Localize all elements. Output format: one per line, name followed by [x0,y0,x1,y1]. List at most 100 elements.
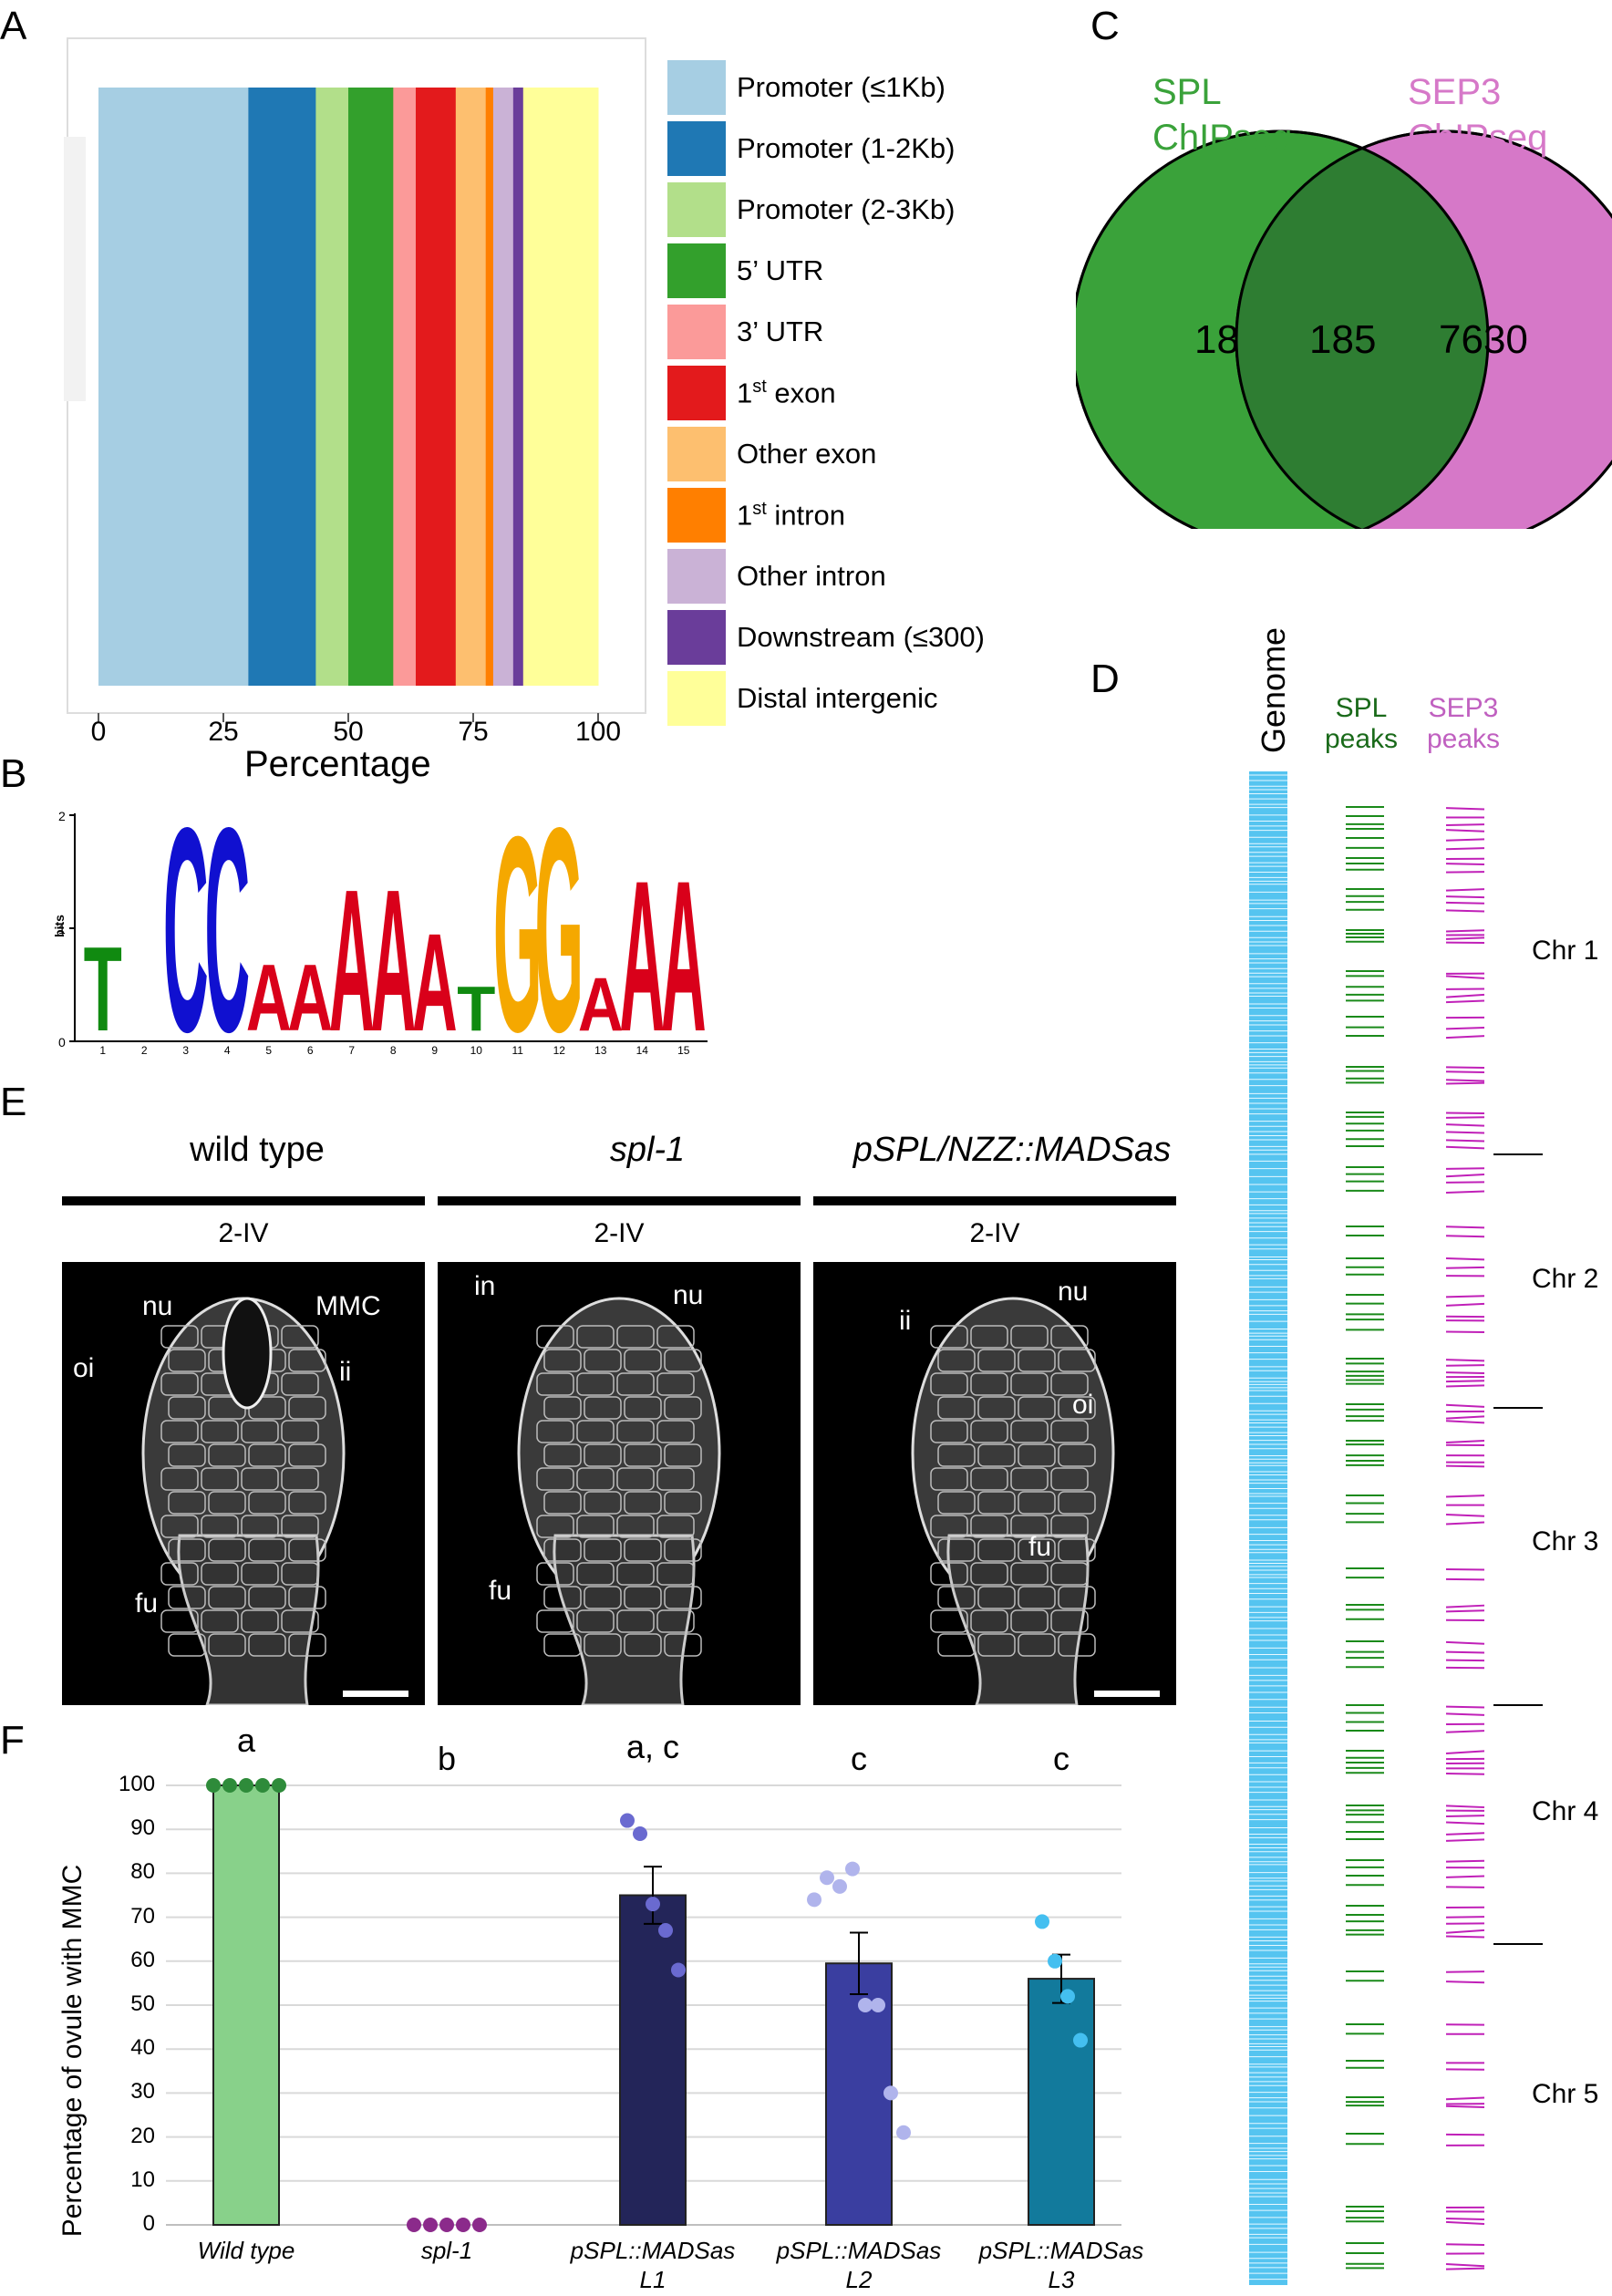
legend-swatch [667,671,726,726]
data-point [407,2218,421,2232]
sep3-peak [1445,1070,1485,1073]
sep3-peak [1445,1730,1485,1733]
data-point [884,2085,898,2101]
data-point [255,1778,270,1793]
column-divider-bar [62,1196,425,1205]
stage-label: 2-IV [594,1218,645,1248]
micrograph-annotation: fu [1028,1532,1052,1562]
venn-overlap [1236,131,1488,529]
x-tick-label: 100 [574,717,622,747]
sep3-peak [1445,1139,1485,1143]
stack-segment [522,88,599,686]
sep3-peak [1445,993,1485,998]
panel-label-f: F [0,1718,25,1763]
legend-swatch [667,305,726,359]
logo-glyph: G [534,802,584,1058]
data-point [633,1826,647,1842]
bar [212,1784,280,2226]
chromosome-label: Chr 5 [1532,2079,1599,2109]
stage-label: 2-IV [969,1218,1020,1248]
stage-label: 2-IV [218,1218,269,1248]
micrograph-annotation: nu [673,1280,704,1310]
sep3-peak [1445,1750,1485,1754]
sep3-peak [1445,1415,1485,1420]
legend-swatch [667,488,726,543]
micrograph-column-title: wild type [190,1131,325,1169]
logo-x-tick: 5 [265,1044,272,1057]
micrograph-annotation: ii [899,1306,912,1336]
sep3-peak [1445,975,1485,979]
logo-x-tick: 2 [141,1044,148,1057]
y-tick-label: 10 [130,2167,155,2192]
data-point [423,2218,438,2232]
logo-y-tick: 1 [58,922,66,936]
panel-label-b: B [0,751,27,796]
sep3-peak [1445,1145,1485,1150]
logo-glyph: A [412,905,458,1058]
sep3-peak [1445,1609,1485,1613]
ovule-cells [911,1297,1160,1705]
logo-glyph: A [619,836,665,1058]
legend-item: Distal intergenic [667,671,938,726]
logo-y-tick: 2 [58,809,66,823]
stack-segment [393,88,417,686]
confocal-micrograph [438,1262,801,1705]
logo-glyph: T [84,923,122,1057]
data-point [272,1778,286,1793]
sep3-peak [1445,1821,1485,1825]
legend-swatch [667,243,726,298]
legend-swatch [667,427,726,481]
sep3-peak [1445,1705,1485,1709]
data-point [620,1813,635,1828]
chromosome-label: Chr 2 [1532,1264,1599,1294]
legend-item: Promoter (2-3Kb) [667,182,955,237]
y-tick-label: 50 [130,1991,155,2016]
sep3-peak [1445,1257,1485,1261]
logo-x-tick: 10 [470,1044,483,1057]
legend-label: Promoter (≤1Kb) [737,71,946,103]
sep3-peak [1445,1815,1485,1817]
sep3-peak [1445,1916,1485,1919]
data-point [646,1897,660,1912]
chromosome-label: Chr 3 [1532,1526,1599,1557]
logo-glyph: A [370,847,416,1058]
sep3-peak [1445,929,1485,933]
logo-x-tick: 12 [553,1044,566,1057]
legend-swatch [667,549,726,604]
logo-x-tick: 7 [348,1044,355,1057]
data-point [206,1778,221,1793]
logo-x-tick: 1 [99,1044,106,1057]
sep3-peak [1445,1330,1485,1334]
logo-x-tick: 3 [182,1044,189,1057]
logo-x-tick: 11 [512,1044,524,1057]
logo-y-label: bits [52,915,67,937]
legend-item: Downstream (≤300) [667,610,985,665]
data-point [239,1778,253,1793]
legend-label: 3’ UTR [737,315,824,347]
micrograph-annotation: MMC [315,1291,381,1321]
x-tick-label: 75 [458,717,489,747]
data-point [456,2218,470,2232]
micrograph-annotation: in [474,1271,496,1301]
sep3-peak [1445,1112,1485,1114]
bar-chart [166,1778,1121,2232]
stack-segment [415,88,457,686]
sep3-peak [1445,1384,1485,1388]
legend-label: Promoter (2-3Kb) [737,193,956,225]
sep3-peak [1445,2096,1485,2101]
sep3-peak [1445,2267,1485,2270]
bar [1028,1978,1095,2226]
confocal-micrograph [813,1262,1176,1705]
data-point [896,2125,911,2140]
data-point [871,1998,885,2012]
data-point [845,1861,860,1877]
legend-swatch [667,60,726,115]
sep3-peak [1445,1805,1485,1809]
legend-swatch [667,610,726,665]
significance-letter: c [851,1740,867,1777]
chromosome-label: Chr 4 [1532,1796,1599,1826]
sep3-peak [1445,1494,1485,1498]
venn-overlap-count: 185 [1309,317,1377,362]
legend-label: 5’ UTR [737,254,824,286]
ovule-cells [517,1297,784,1705]
